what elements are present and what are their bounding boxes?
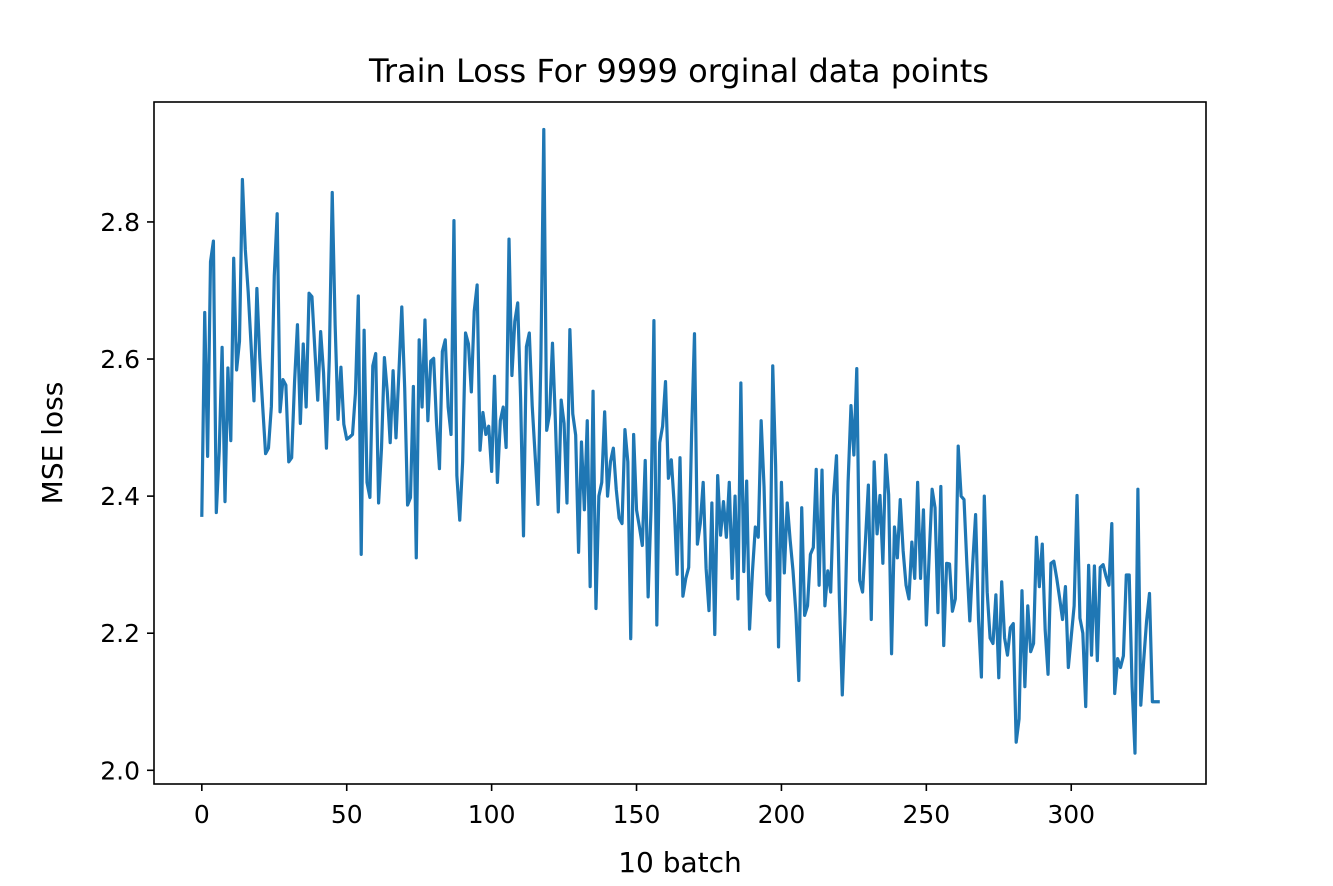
x-axis-label: 10 batch <box>618 846 742 879</box>
x-tick-label: 300 <box>1047 800 1095 829</box>
y-axis-label: MSE loss <box>36 382 69 505</box>
chart-title: Train Loss For 9999 orginal data points <box>368 52 989 90</box>
plot-area: 0 50 100 150 200 250 300 2.0 2.2 2.4 2.6 2.8 <box>100 101 1207 829</box>
x-tick-label: 100 <box>468 800 516 829</box>
axes-frame <box>153 101 1207 785</box>
y-axis: 2.0 2.2 2.4 2.6 2.8 <box>100 208 154 785</box>
x-tick-label: 0 <box>194 800 210 829</box>
x-axis: 0 50 100 150 200 250 300 <box>194 784 1095 829</box>
x-tick-label: 150 <box>613 800 661 829</box>
y-tick-label: 2.8 <box>100 208 140 237</box>
x-tick-label: 250 <box>902 800 950 829</box>
y-tick-label: 2.6 <box>100 345 140 374</box>
y-tick-label: 2.4 <box>100 482 140 511</box>
x-tick-label: 200 <box>758 800 806 829</box>
y-tick-label: 2.0 <box>100 756 140 785</box>
series-line-mse-loss <box>200 127 1160 755</box>
y-tick-label: 2.2 <box>100 619 140 648</box>
x-tick-label: 50 <box>331 800 363 829</box>
